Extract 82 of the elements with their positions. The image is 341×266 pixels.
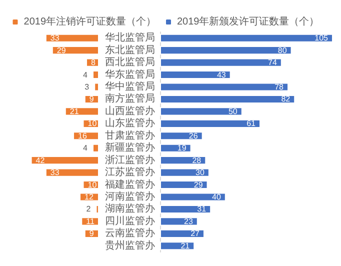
bar [80,192,99,202]
data-label: 43 [216,70,226,80]
data-label: 40 [212,192,222,202]
y-tick-label: 浙江监管办 [105,154,155,166]
y-tick-label: 四川监管办 [105,214,155,227]
bar [160,192,226,202]
data-label: 8 [91,58,96,68]
y-tick-label: 华北监管局 [105,32,155,44]
data-label: 42 [36,156,46,165]
bar [160,180,208,190]
data-label: 12 [84,192,94,202]
data-label: 78 [274,82,284,92]
data-label: 19 [177,144,187,153]
bar [64,107,99,116]
data-label: 23 [184,216,194,226]
bar [160,156,206,165]
y-tick-label: 福建监管办 [105,178,155,190]
y-tick-label: 山西监管办 [105,104,155,117]
data-label: 33 [50,34,60,43]
data-label: 105 [314,34,329,43]
y-tick-label: 贵州监管办 [105,239,155,252]
data-label: 50 [228,106,238,116]
bar [160,107,242,116]
data-label: 30 [196,168,205,178]
data-label: 11 [86,216,95,226]
bar [160,229,204,238]
data-label: 33 [50,168,60,178]
bar [45,168,99,177]
data-label: 31 [197,204,207,214]
bar [160,82,289,92]
data-label: 4 [83,70,88,80]
data-label: 29 [56,46,66,55]
data-label: 74 [268,58,278,68]
data-label: 9 [89,94,94,104]
bar [92,70,99,80]
y-tick-label: 东北监管局 [105,44,155,56]
y-tick-label: 南方监管局 [105,92,155,105]
data-label: 10 [88,180,98,190]
bar [160,204,212,214]
bar [160,46,292,55]
data-label: 28 [192,156,202,165]
y-tick-label: 华中监管局 [105,80,155,92]
bar [94,82,99,92]
bar [30,156,99,165]
bar [160,242,195,250]
bar [45,34,99,42]
data-label: 27 [190,229,200,238]
bar [160,58,282,67]
bar [160,94,296,104]
data-label: 4 [83,144,88,153]
bar [52,46,99,55]
bar [160,119,261,128]
data-label: 80 [278,46,288,55]
bar [160,217,198,226]
y-tick-label: 甘肃监管办 [105,129,155,142]
bar [160,70,231,80]
data-label: 61 [246,119,256,128]
legend-label: 2019年注销许可证数量（个） [24,16,156,28]
legend-label: 2019年新颁发许可证数量（个） [177,16,320,28]
data-label: 3 [84,82,90,92]
y-tick-label: 华东监管局 [105,68,155,80]
bar [96,204,99,214]
bar [160,132,203,140]
y-tick-label: 新疆监管办 [105,142,155,154]
bar [160,34,333,42]
data-label: 26 [188,131,198,140]
y-tick-label: 云南监管办 [105,227,155,240]
data-label: 21 [70,106,80,116]
data-label: 2 [86,204,92,214]
y-tick-label: 湖南监管办 [105,202,155,215]
data-label: 16 [78,131,88,140]
bar [92,144,99,152]
data-label: 82 [281,94,291,104]
y-tick-label: 西北监管局 [105,56,155,68]
y-tick-label: 江苏监管办 [105,166,155,178]
data-label: 9 [89,229,94,238]
data-label: 10 [88,119,98,128]
y-tick-label: 山东监管办 [105,117,155,130]
y-tick-label: 河南监管办 [105,190,155,202]
data-label: 29 [194,180,204,190]
data-label: 21 [180,241,190,250]
bar [160,168,210,177]
